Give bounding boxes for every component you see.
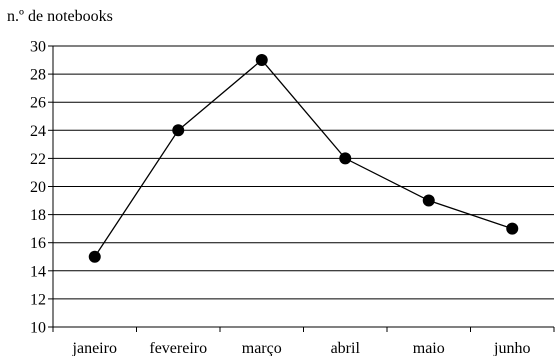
data-point-maio: [422, 194, 435, 207]
axes: [48, 45, 555, 332]
y-tick-label: 26: [30, 95, 46, 112]
gridlines: [53, 45, 554, 328]
x-tick-labels: janeiro fevereiro março abril maio junho: [72, 340, 531, 356]
data-point-janeiro: [88, 250, 101, 263]
y-tick-label: 24: [30, 123, 46, 140]
x-tick-label: maio: [413, 340, 445, 356]
y-axis-label: n.º de notebooks: [7, 8, 113, 25]
data-point-junho: [506, 222, 519, 235]
y-tick-label: 30: [30, 39, 46, 56]
y-tick-label: 14: [30, 263, 46, 280]
x-tick-label: fevereiro: [149, 340, 207, 356]
x-tick-label: junho: [493, 340, 530, 356]
x-tick-label: março: [242, 340, 282, 356]
y-tick-label: 12: [30, 291, 46, 308]
y-tick-label: 16: [30, 235, 46, 252]
series-line: [88, 54, 519, 263]
y-tick-label: 18: [30, 207, 46, 224]
series-polyline: [94, 59, 513, 258]
x-tick-label: abril: [331, 340, 361, 356]
data-point-fevereiro: [172, 124, 185, 137]
y-tick-labels: 10 12 14 16 18 20 22 24 26 28 30: [30, 39, 46, 337]
data-point-abril: [339, 152, 352, 165]
y-tick-label: 20: [30, 179, 46, 196]
y-tick-label: 22: [30, 151, 46, 168]
x-tick-label: janeiro: [72, 340, 117, 356]
y-tick-label: 28: [30, 67, 46, 84]
data-point-março: [255, 54, 268, 67]
y-tick-label: 10: [30, 320, 46, 337]
